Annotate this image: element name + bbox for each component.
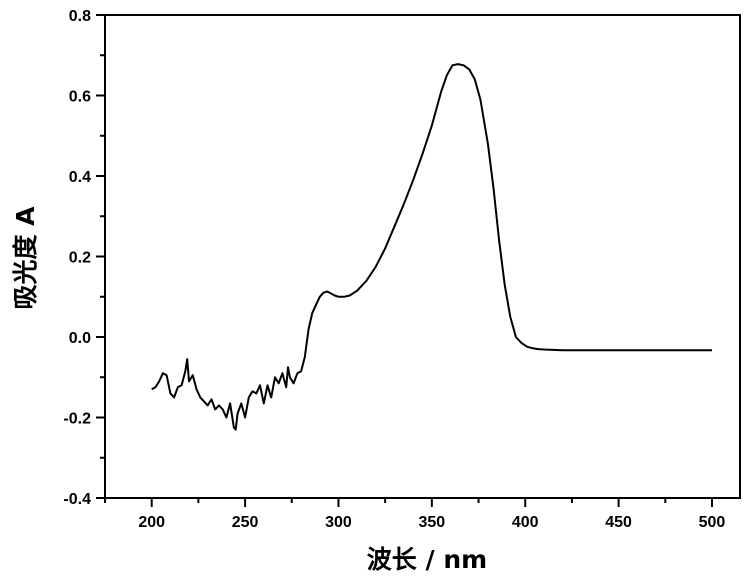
plot-frame	[105, 15, 740, 498]
y-tick-label: 0.0	[69, 330, 91, 347]
y-tick-label: 0.6	[69, 89, 91, 106]
x-axis-ticks: 200 250 300 350 400 450 500	[105, 498, 725, 531]
y-tick-label: 0.4	[69, 169, 91, 186]
y-axis-label: 吸光度 A	[11, 206, 40, 310]
x-tick-label: 350	[418, 514, 445, 531]
y-tick-label: -0.4	[63, 491, 91, 508]
y-tick-label: 0.8	[69, 8, 91, 25]
y-axis-ticks: -0.4 -0.2 0.0 0.2 0.4 0.6 0.8	[63, 8, 105, 508]
x-tick-label: 300	[325, 514, 352, 531]
x-tick-label: 250	[232, 514, 259, 531]
x-tick-label: 450	[605, 514, 632, 531]
x-axis-label: 波长 / nm	[367, 545, 487, 574]
plot-border	[105, 15, 740, 498]
spectrum-line	[152, 64, 712, 430]
series-layer	[152, 64, 712, 430]
x-tick-label: 500	[699, 514, 726, 531]
x-tick-label: 400	[512, 514, 539, 531]
y-tick-label: -0.2	[63, 411, 91, 428]
y-tick-label: 0.2	[69, 250, 91, 267]
x-tick-label: 200	[138, 514, 165, 531]
